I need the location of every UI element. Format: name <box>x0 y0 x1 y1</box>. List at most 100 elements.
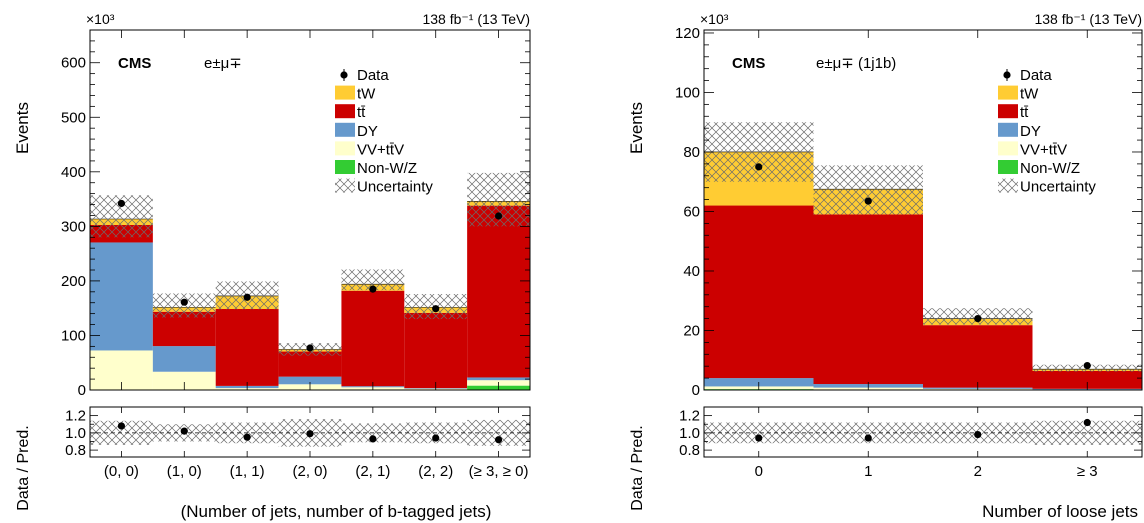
legend-marker-tW <box>998 85 1018 100</box>
ratio-y-tick-label: 1.0 <box>679 425 700 442</box>
legend-marker-NonWZ <box>335 160 355 174</box>
ratio-point-3 <box>306 430 314 438</box>
y-tick-label: 120 <box>675 25 700 42</box>
bar-ttbar-1 <box>813 214 923 385</box>
ratio-y-tick-label: 1.0 <box>65 425 86 442</box>
y-axis-label: Events <box>627 102 646 154</box>
x-category-label: (2, 0) <box>292 463 327 480</box>
bar-ttbar-2 <box>215 309 279 386</box>
data-point-3 <box>306 344 314 352</box>
lumi-label: 138 fb⁻¹ (13 TeV) <box>422 11 530 27</box>
bar-ttbar-4 <box>341 290 405 387</box>
ratio-y-tick-label: 1.2 <box>65 408 86 425</box>
ratio-point-1 <box>864 434 872 442</box>
y-tick-label: 40 <box>683 263 700 280</box>
y-tick-label: 300 <box>61 218 86 235</box>
legend-label: tt̄ <box>357 104 366 121</box>
x-category-label: (1, 0) <box>167 463 202 480</box>
ratio-y-axis-label: Data / Pred. <box>15 425 32 510</box>
x-category-label: 0 <box>755 463 763 480</box>
legend-marker-DY <box>335 122 355 137</box>
main-frame <box>703 29 1143 391</box>
legend-label: Data <box>1020 67 1052 84</box>
y-tick-label: 600 <box>61 55 86 72</box>
x-axis-label: (Number of jets, number of b-tagged jets… <box>181 502 492 521</box>
ratio-y-axis-label: Data / Pred. <box>629 425 646 510</box>
bar-DY-0 <box>90 242 153 351</box>
ratio-point-2 <box>243 433 251 441</box>
ratio-y-tick-label: 0.8 <box>679 442 700 459</box>
legend-label: Uncertainty <box>1020 179 1096 196</box>
data-point-2 <box>243 293 251 301</box>
ratio-point-0 <box>755 434 763 442</box>
x-category-label: (0, 0) <box>104 463 139 480</box>
ratio-point-6 <box>494 436 503 444</box>
channel-label: e±μ∓ <box>204 55 242 72</box>
ratio-y-tick-label: 0.8 <box>65 442 86 459</box>
y-tick-label: 20 <box>683 322 700 339</box>
y-tick-label: 200 <box>61 273 86 290</box>
legend-marker-ttbar <box>998 104 1018 119</box>
lumi-label: 138 fb⁻¹ (13 TeV) <box>1034 11 1142 27</box>
bar-VV-1 <box>152 371 216 390</box>
data-point-6 <box>494 212 503 220</box>
legend-marker-DY <box>998 122 1018 137</box>
x-category-label: 2 <box>974 463 982 480</box>
data-point-4 <box>369 285 377 293</box>
x-axis-label: Number of loose jets <box>982 502 1138 521</box>
legend-label: tt̄ <box>1020 104 1029 121</box>
ratio-point-1 <box>180 427 188 435</box>
y-tick-label: 0 <box>78 382 86 399</box>
ratio-frame <box>89 406 531 458</box>
legend-marker-VV <box>335 141 355 156</box>
legend-marker-uncertainty <box>998 178 1018 193</box>
legend-label: DY <box>1020 123 1041 140</box>
uncertainty-band-0 <box>704 122 814 182</box>
data-point-2 <box>974 314 982 323</box>
ratio-point-4 <box>369 435 377 443</box>
legend-label: Non-W/Z <box>1020 160 1080 177</box>
left-chart: 0 100 200 300 400 500 600 ×10³ 138 fb⁻¹ (13 TeV)… <box>13 11 531 521</box>
data-point-5 <box>432 305 440 313</box>
x-category-label: (1, 1) <box>230 463 265 480</box>
legend-label: VV+tt̄V <box>357 141 404 158</box>
legend-label: tW <box>1020 86 1039 103</box>
x-category-label: (2, 1) <box>355 463 390 480</box>
bar-ttbar-3 <box>278 351 342 377</box>
ratio-uncertainty-0 <box>704 422 814 444</box>
ratio-point-5 <box>432 434 440 442</box>
ratio-point-3 <box>1083 418 1091 427</box>
bar-ttbar-0 <box>704 205 814 379</box>
ratio-point-2 <box>974 430 982 439</box>
x-category-label: ≥ 3 <box>1077 463 1098 480</box>
x-category-label: (≥ 3, ≥ 0) <box>469 463 529 480</box>
bar-DY-1 <box>152 346 216 372</box>
y-tick-label: 60 <box>683 203 700 220</box>
x-category-label: (2, 2) <box>418 463 453 480</box>
ratio-y-tick-label: 1.2 <box>679 408 700 425</box>
y-tick-label: 100 <box>61 327 86 344</box>
uncertainty-band-1 <box>813 165 923 215</box>
legend-marker-NonWZ <box>998 160 1018 174</box>
bar-DY-6 <box>467 377 530 381</box>
data-point-1 <box>864 197 872 205</box>
legend-label: tW <box>357 86 376 103</box>
cms-label: CMS <box>118 55 151 72</box>
y-multiplier: ×10³ <box>86 11 115 27</box>
channel-label: e±μ∓ (1j1b) <box>816 55 896 72</box>
y-tick-label: 500 <box>61 109 86 126</box>
y-tick-label: 100 <box>675 84 700 101</box>
legend-marker-ttbar <box>335 104 355 119</box>
bar-ttbar-5 <box>404 312 468 389</box>
y-tick-label: 400 <box>61 164 86 181</box>
y-tick-label: 80 <box>683 144 700 161</box>
legend-label: VV+tt̄V <box>1020 141 1067 158</box>
bar-DY-3 <box>278 376 342 385</box>
uncertainty-band-4 <box>341 269 405 291</box>
legend-marker-VV <box>998 141 1018 156</box>
bar-ttbar-6 <box>467 205 530 378</box>
y-multiplier: ×10³ <box>700 11 729 27</box>
legend-label: Data <box>357 67 389 84</box>
